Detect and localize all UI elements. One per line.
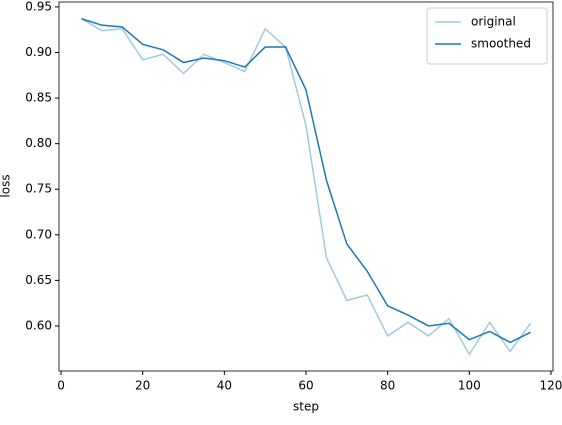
x-tick-label: 80	[380, 379, 395, 393]
x-tick-label: 0	[57, 379, 65, 393]
y-tick-label: 0.80	[25, 136, 52, 150]
y-tick-label: 0.95	[25, 0, 52, 13]
y-tick-label: 0.70	[25, 227, 52, 241]
x-tick-label: 100	[458, 379, 481, 393]
legend-label: smoothed	[471, 37, 531, 51]
line-series	[81, 18, 532, 356]
x-axis-label: step	[293, 400, 319, 414]
y-axis-label: loss	[0, 174, 13, 197]
y-tick-label: 0.75	[25, 182, 52, 196]
y-tick-label: 0.65	[25, 273, 52, 287]
y-tick-label: 0.90	[25, 45, 52, 59]
x-tick-label: 120	[540, 379, 562, 393]
x-tick-label: 60	[298, 379, 313, 393]
x-tick-label: 20	[135, 379, 150, 393]
line-series	[81, 18, 531, 344]
y-tick-label: 0.60	[25, 318, 52, 332]
legend-label: original	[471, 15, 516, 29]
y-tick-label: 0.85	[25, 91, 52, 105]
x-tick-label: 40	[217, 379, 232, 393]
plot-frame	[58, 1, 554, 372]
